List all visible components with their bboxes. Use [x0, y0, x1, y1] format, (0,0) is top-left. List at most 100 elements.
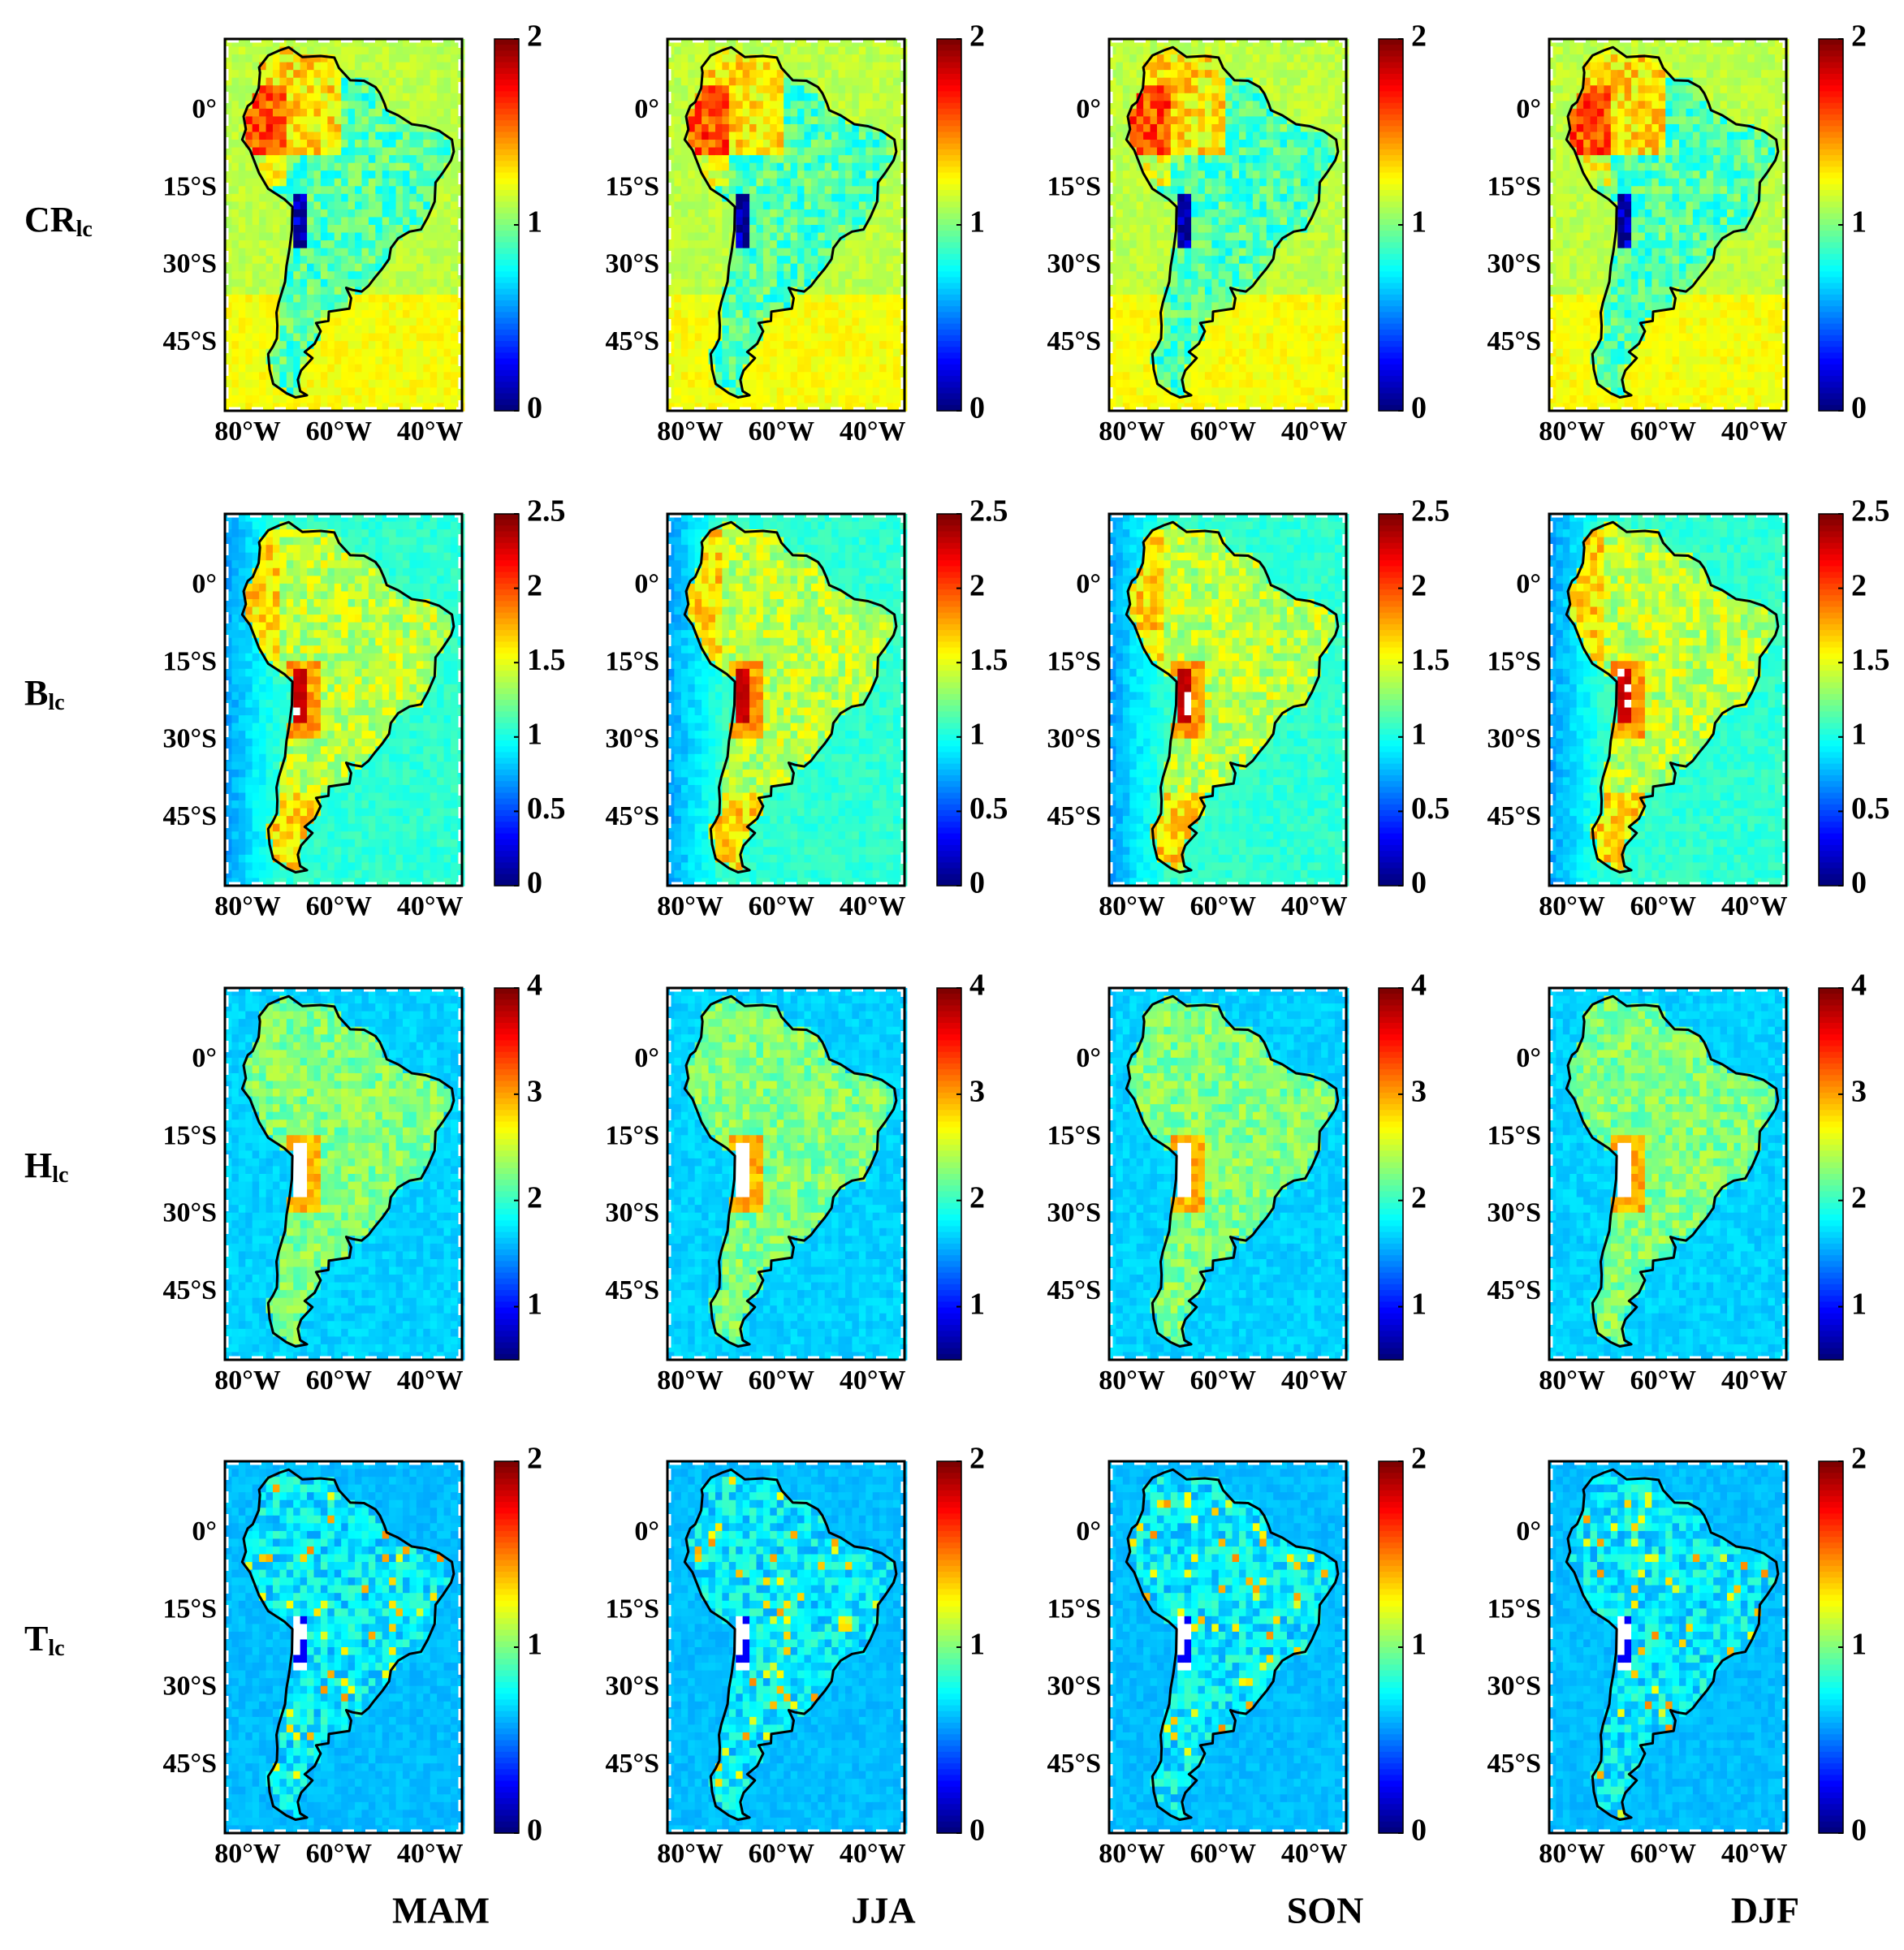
map-panel: 0°15°S30°S45°S80°W 60°W 40°W00.511.522.5 — [1487, 494, 1889, 921]
season-label: JJA — [851, 1890, 915, 1931]
lon-tick-label: 60°W — [749, 416, 815, 447]
colorbar-tick-label: 1 — [1851, 205, 1867, 239]
lon-tick-label: 60°W — [749, 1365, 815, 1396]
colorbar-tick-label: 1.5 — [1851, 643, 1890, 677]
lat-tick-label: 45°S — [162, 326, 217, 356]
lon-tick-label: 60°W — [1190, 1839, 1257, 1869]
colorbar-tick-label: 0 — [527, 1814, 542, 1848]
lon-tick-label: 40°W — [397, 891, 464, 921]
lat-tick-label: 30°S — [1047, 1198, 1101, 1228]
map-panel: 0°15°S30°S45°S80°W 60°W 40°W00.511.522.5 — [605, 494, 1008, 921]
colorbar-tick-label: 1.5 — [527, 643, 566, 677]
lon-tick-label: 80°W — [1539, 891, 1605, 921]
row-label-main: Blc — [24, 673, 65, 715]
lat-tick-label: 45°S — [1047, 326, 1101, 356]
lon-tick-label: 60°W — [1630, 891, 1697, 921]
lat-tick-label: 30°S — [162, 1198, 217, 1228]
heatmap-raster — [667, 514, 907, 887]
colorbar-tick-label: 0 — [1411, 866, 1427, 900]
colorbar-tick-label: 2 — [969, 568, 985, 602]
lat-tick-label: 45°S — [605, 801, 659, 831]
lat-tick-label: 15°S — [162, 646, 217, 676]
colorbar-tick-label: 4 — [1851, 969, 1867, 1003]
row-label-main: CRlc — [24, 200, 93, 242]
lat-tick-label: 45°S — [605, 326, 659, 356]
heatmap-raster — [225, 39, 464, 412]
heatmap-raster — [667, 39, 907, 412]
lon-tick-label: 40°W — [840, 891, 906, 921]
lon-tick-label: 80°W — [1099, 891, 1165, 921]
lat-tick-label: 0° — [192, 94, 217, 124]
map-panel: 0°15°S30°S45°S80°W 60°W 40°W00.511.522.5 — [162, 494, 565, 921]
lat-tick-label: 15°S — [162, 171, 217, 201]
colorbar-tick-label: 1 — [969, 718, 985, 752]
lon-tick-label: 40°W — [397, 416, 464, 447]
heatmap-raster — [1109, 988, 1349, 1361]
lat-tick-label: 0° — [192, 569, 217, 599]
lat-tick-label: 15°S — [605, 646, 659, 676]
lat-tick-label: 0° — [192, 1516, 217, 1547]
colorbar-tick-label: 0 — [969, 391, 985, 425]
lon-tick-label: 80°W — [1539, 1839, 1605, 1869]
lat-tick-label: 0° — [634, 1516, 659, 1547]
colorbar-tick-label: 4 — [527, 969, 542, 1003]
colorbar-tick-label: 1 — [527, 205, 542, 239]
colorbar-tick-label: 0 — [527, 866, 542, 900]
lat-tick-label: 0° — [1516, 1043, 1541, 1073]
lat-tick-label: 0° — [1516, 569, 1541, 599]
heatmap-raster — [667, 988, 907, 1361]
lat-tick-label: 45°S — [1487, 326, 1541, 356]
colorbar-tick-label: 3 — [1851, 1075, 1867, 1109]
colorbar-tick-label: 3 — [1411, 1075, 1427, 1109]
colorbar-tick-label: 1 — [527, 718, 542, 752]
lon-tick-label: 80°W — [214, 1365, 281, 1396]
lon-tick-label: 80°W — [1099, 1365, 1165, 1396]
lat-tick-label: 0° — [1076, 94, 1101, 124]
heatmap-raster — [1109, 39, 1349, 412]
lon-tick-label: 60°W — [749, 891, 815, 921]
colorbar-tick-label: 2.5 — [969, 494, 1008, 528]
lat-tick-label: 45°S — [1487, 801, 1541, 831]
colorbar-tick-label: 3 — [527, 1075, 542, 1109]
heatmap-raster — [667, 1461, 907, 1834]
colorbar-tick-label: 1 — [1411, 718, 1427, 752]
lon-tick-label: 40°W — [1281, 1839, 1348, 1869]
lon-tick-label: 40°W — [1281, 416, 1348, 447]
season-label: DJF — [1731, 1890, 1799, 1931]
lat-tick-label: 30°S — [605, 724, 659, 754]
heatmap-raster — [225, 514, 464, 887]
heatmap-raster — [1549, 1461, 1789, 1834]
lon-tick-label: 80°W — [1539, 416, 1605, 447]
heatmap-raster — [1549, 988, 1789, 1361]
colorbar-tick-label: 2 — [527, 1180, 542, 1214]
colorbar-tick-label: 1 — [1851, 1287, 1867, 1321]
colorbar-tick-label: 2 — [527, 568, 542, 602]
lat-tick-label: 30°S — [1047, 249, 1101, 279]
lat-tick-label: 30°S — [162, 249, 217, 279]
lon-tick-label: 40°W — [1281, 1365, 1348, 1396]
lon-tick-label: 80°W — [657, 1839, 723, 1869]
colorbar-tick-label: 1 — [969, 1287, 985, 1321]
colorbar: 00.511.522.5 — [494, 494, 566, 900]
colorbar-tick-label: 0.5 — [527, 792, 566, 826]
colorbar-tick-label: 2 — [1411, 1180, 1427, 1214]
lat-tick-label: 30°S — [1487, 1672, 1541, 1702]
colorbar-tick-label: 1 — [527, 1287, 542, 1321]
colorbar-tick-label: 1.5 — [969, 643, 1008, 677]
lat-tick-label: 45°S — [162, 1749, 217, 1779]
colorbar: 012 — [937, 19, 985, 425]
colorbar: 012 — [494, 19, 542, 425]
colorbar-tick-label: 1 — [969, 1628, 985, 1662]
heatmap-raster — [225, 1461, 464, 1834]
lat-tick-label: 30°S — [605, 1198, 659, 1228]
lat-tick-label: 30°S — [162, 724, 217, 754]
lon-tick-label: 60°W — [1190, 1365, 1257, 1396]
lat-tick-label: 0° — [1076, 1043, 1101, 1073]
colorbar-tick-label: 2 — [1851, 1180, 1867, 1214]
